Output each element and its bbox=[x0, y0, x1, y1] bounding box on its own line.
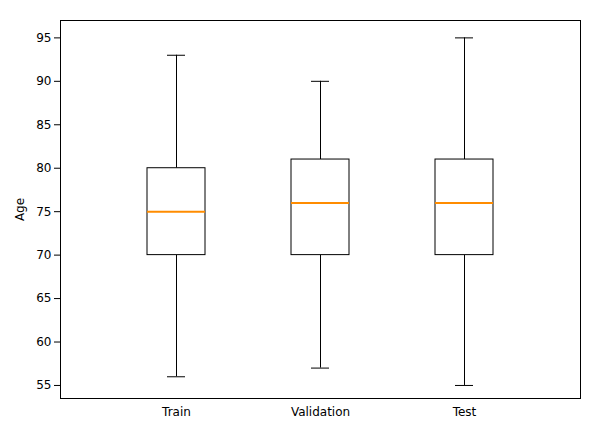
svg-text:60: 60 bbox=[36, 335, 51, 349]
svg-text:80: 80 bbox=[36, 161, 51, 175]
svg-text:Validation: Validation bbox=[291, 405, 350, 419]
svg-text:75: 75 bbox=[36, 205, 51, 219]
svg-text:90: 90 bbox=[36, 74, 51, 88]
svg-text:Test: Test bbox=[452, 405, 477, 419]
svg-text:85: 85 bbox=[36, 118, 51, 132]
svg-text:70: 70 bbox=[36, 248, 51, 262]
svg-text:65: 65 bbox=[36, 291, 51, 305]
svg-text:Train: Train bbox=[161, 405, 191, 419]
svg-text:55: 55 bbox=[36, 378, 51, 392]
svg-text:95: 95 bbox=[36, 31, 51, 45]
svg-text:Age: Age bbox=[13, 198, 27, 221]
